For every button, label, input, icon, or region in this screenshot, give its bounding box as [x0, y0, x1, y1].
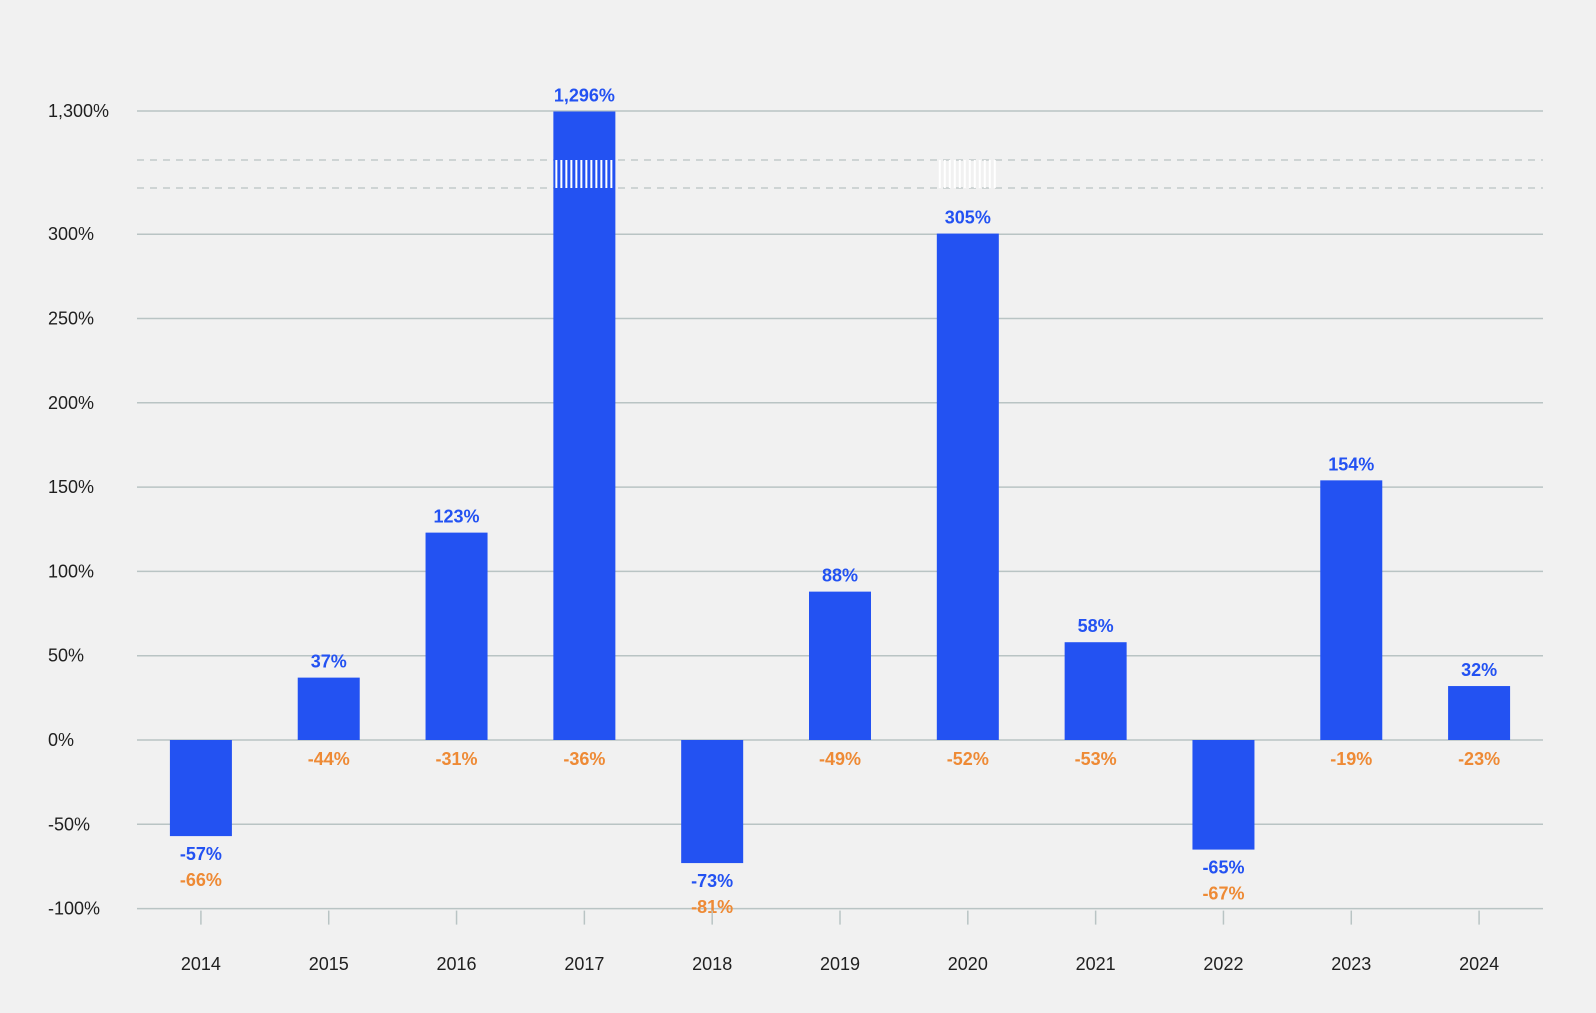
bar-2023 — [1320, 480, 1383, 740]
data-label-primary: 58% — [1078, 616, 1114, 636]
data-label-secondary: -19% — [1330, 749, 1372, 769]
data-label-primary: 88% — [822, 566, 858, 586]
data-label-secondary: -67% — [1202, 884, 1244, 904]
data-label-primary: 37% — [311, 652, 347, 672]
bar-2021 — [1064, 642, 1127, 740]
data-label-primary: -73% — [691, 871, 733, 891]
bar-2019 — [809, 591, 871, 740]
bar-2022 — [1192, 740, 1255, 850]
x-tick-label: 2024 — [1459, 954, 1499, 974]
x-tick-label: 2018 — [692, 954, 732, 974]
y-tick-label: 100% — [48, 561, 94, 581]
bar-layer — [169, 111, 1511, 864]
data-label-secondary: -66% — [180, 870, 222, 890]
data-label-secondary: -53% — [1075, 749, 1117, 769]
x-tick-label: 2020 — [948, 954, 988, 974]
x-tick-label: 2016 — [437, 954, 477, 974]
y-tick-label: 200% — [48, 393, 94, 413]
grid-layer — [137, 110, 1543, 910]
bar-2016 — [425, 532, 488, 740]
data-label-primary: 123% — [434, 507, 480, 527]
y-tick-label: 0% — [48, 730, 74, 750]
bar-2018 — [681, 740, 744, 864]
data-label-secondary: -23% — [1458, 749, 1500, 769]
y-tick-label: 150% — [48, 477, 94, 497]
y-tick-label: 250% — [48, 309, 94, 329]
data-label-layer: -57% -66% 37% -44% 123% -31% 1,296% -36% -73% -81… — [180, 85, 1500, 917]
x-tick-label: 2014 — [181, 954, 221, 974]
y-tick-label: 50% — [48, 646, 84, 666]
data-label-secondary: -52% — [947, 749, 989, 769]
data-label-secondary: -49% — [819, 749, 861, 769]
data-label-primary: 32% — [1461, 660, 1497, 680]
bar-2014 — [169, 740, 232, 837]
x-tick-label: 2015 — [309, 954, 349, 974]
bar-2020 — [936, 233, 999, 741]
data-label-secondary: -44% — [308, 749, 350, 769]
x-tick-label: 2023 — [1331, 954, 1371, 974]
data-label-secondary: -31% — [436, 749, 478, 769]
y-tick-label: -50% — [48, 814, 90, 834]
x-tick-label: 2021 — [1076, 954, 1116, 974]
data-label-primary: -57% — [180, 844, 222, 864]
x-tick-label: 2022 — [1203, 954, 1243, 974]
data-label-primary: 1,296% — [554, 85, 615, 105]
y-tick-label: 300% — [48, 224, 94, 244]
data-label-primary: 154% — [1328, 454, 1374, 474]
axis-layer: -100% -50% 0% 50% 100% 150% 200% 250% 300% 1,300%… — [48, 101, 1499, 974]
x-tick-label: 2017 — [564, 954, 604, 974]
bar-2015 — [297, 677, 360, 740]
data-label-primary: 305% — [945, 208, 991, 228]
x-tick-label: 2019 — [820, 954, 860, 974]
y-tick-label: -100% — [48, 899, 100, 919]
data-label-secondary: -36% — [563, 749, 605, 769]
data-label-secondary: -81% — [691, 897, 733, 917]
data-label-primary: -65% — [1202, 858, 1244, 878]
axis-break — [137, 159, 1543, 189]
bar-2017 — [553, 111, 616, 740]
y-tick-label: 1,300% — [48, 101, 109, 121]
bar-2024 — [1448, 686, 1511, 740]
